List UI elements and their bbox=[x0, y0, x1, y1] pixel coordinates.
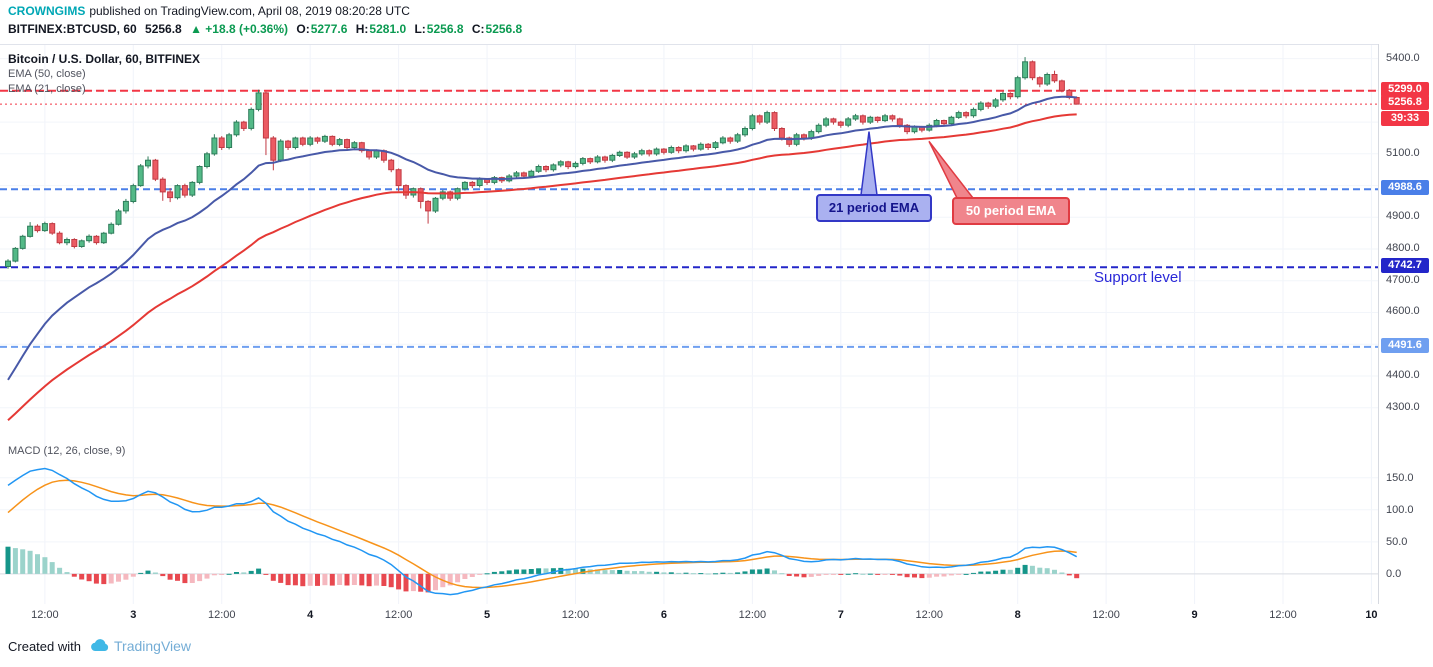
support-level-label[interactable]: Support level bbox=[1094, 269, 1182, 286]
price-axis-tick: 4800.0 bbox=[1386, 242, 1420, 255]
ema21-line bbox=[7, 95, 1077, 381]
macd-axis-tick: 100.0 bbox=[1386, 503, 1414, 516]
macd-line bbox=[7, 467, 1078, 596]
time-axis-label: 7 bbox=[837, 609, 844, 621]
bar-countdown-badge: 39:33 bbox=[1381, 111, 1429, 127]
price-axis-tick: 4300.0 bbox=[1386, 400, 1420, 413]
close-label: C: bbox=[471, 22, 485, 36]
price-level-badge: 4742.7 bbox=[1381, 258, 1429, 274]
price-chart-svg bbox=[0, 45, 1378, 441]
time-axis-label: 12:00 bbox=[1269, 609, 1297, 621]
price-axis[interactable]: 5400.05300.05200.05100.05000.04900.04800… bbox=[1378, 44, 1433, 604]
macd-chart-svg bbox=[0, 440, 1378, 604]
candlesticks bbox=[5, 57, 1080, 269]
macd-histogram bbox=[5, 546, 1080, 593]
price-change: ▲ +18.8 (+0.36%) bbox=[190, 22, 289, 36]
tradingview-logo-icon[interactable] bbox=[90, 638, 110, 658]
close-value: 5256.8 bbox=[485, 22, 523, 36]
price-axis-tick: 5400.0 bbox=[1386, 51, 1420, 64]
low-label: L: bbox=[414, 22, 426, 36]
time-axis[interactable]: 12:00 3 12:00 4 12:00 5 12:00 6 12:00 7 12:00 8 12:0… bbox=[0, 604, 1378, 628]
macd-signal-line bbox=[7, 479, 1077, 589]
low-value: 5256.8 bbox=[426, 22, 464, 36]
publish-info: published on TradingView.com, April 08, … bbox=[89, 4, 410, 18]
ema21-callout[interactable]: 21 period EMA bbox=[816, 194, 932, 222]
tradingview-brand-link[interactable]: TradingView bbox=[114, 638, 192, 654]
symbol-name: BITFINEX:BTCUSD, 60 bbox=[8, 22, 137, 36]
publish-line: CROWNGIMS published on TradingView.com, A… bbox=[8, 4, 410, 18]
ema50-line bbox=[7, 113, 1077, 421]
author-name[interactable]: CROWNGIMS bbox=[8, 4, 86, 18]
time-axis-label: 12:00 bbox=[207, 609, 236, 621]
chart-area: Bitcoin / U.S. Dollar, 60, BITFINEX EMA … bbox=[0, 44, 1433, 628]
footer: Created with TradingView bbox=[0, 628, 1433, 667]
open-label: O: bbox=[296, 22, 310, 36]
time-axis-label: 12:00 bbox=[31, 609, 59, 621]
ema50-callout[interactable]: 50 period EMA bbox=[952, 197, 1070, 225]
time-axis-label: 3 bbox=[130, 609, 137, 621]
price-axis-tick: 4700.0 bbox=[1386, 273, 1420, 286]
macd-axis-tick: 50.0 bbox=[1386, 535, 1408, 548]
time-axis-label: 12:00 bbox=[561, 609, 590, 621]
price-pane[interactable]: Bitcoin / U.S. Dollar, 60, BITFINEX EMA … bbox=[0, 44, 1378, 442]
symbol-info-bar: BITFINEX:BTCUSD, 60 5256.8 ▲ +18.8 (+0.3… bbox=[8, 22, 527, 36]
price-axis-tick: 5100.0 bbox=[1386, 146, 1420, 159]
time-axis-label: 9 bbox=[1191, 609, 1198, 621]
time-axis-label: 12:00 bbox=[915, 609, 944, 621]
macd-pane[interactable]: MACD (12, 26, close, 9) bbox=[0, 440, 1378, 605]
macd-axis-tick: 150.0 bbox=[1386, 471, 1414, 484]
price-level-badge: 4988.6 bbox=[1381, 180, 1429, 196]
high-value: 5281.0 bbox=[369, 22, 407, 36]
time-axis-label: 5 bbox=[483, 609, 491, 621]
time-axis-label: 12:00 bbox=[1092, 609, 1120, 621]
header-last-price: 5256.8 bbox=[145, 22, 182, 36]
high-label: H: bbox=[355, 22, 369, 36]
time-axis-label: 8 bbox=[1014, 609, 1021, 621]
time-axis-label: 6 bbox=[660, 609, 667, 621]
time-axis-label: 12:00 bbox=[738, 609, 767, 621]
time-axis-label: 12:00 bbox=[384, 609, 413, 621]
created-with-text: Created with bbox=[8, 639, 81, 654]
open-value: 5277.6 bbox=[310, 22, 348, 36]
price-level-badge: 5299.0 bbox=[1381, 81, 1429, 97]
price-axis-tick: 4400.0 bbox=[1386, 368, 1420, 381]
price-level-badge: 4491.6 bbox=[1381, 337, 1429, 353]
time-axis-label: 10 bbox=[1365, 609, 1378, 621]
price-level-badge: 5256.8 bbox=[1381, 95, 1429, 111]
time-axis-label: 4 bbox=[307, 609, 314, 621]
price-axis-tick: 4600.0 bbox=[1386, 305, 1420, 318]
ema21-callout-arrow bbox=[860, 131, 878, 196]
publish-header: CROWNGIMS published on TradingView.com, A… bbox=[0, 0, 1433, 44]
macd-axis-tick: 0.0 bbox=[1386, 567, 1402, 580]
price-axis-tick: 4900.0 bbox=[1386, 210, 1420, 223]
legend-macd[interactable]: MACD (12, 26, close, 9) bbox=[8, 445, 126, 457]
